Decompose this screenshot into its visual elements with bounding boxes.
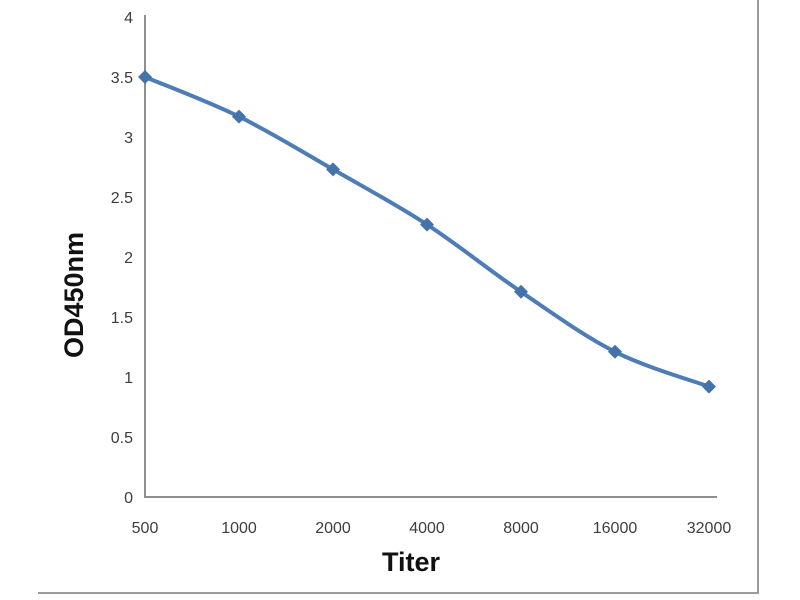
series-line [143, 75, 711, 389]
x-tick-label: 2000 [315, 520, 351, 537]
x-tick-label: 4000 [409, 520, 445, 537]
y-tick-label: 0 [124, 490, 133, 507]
x-tick-label: 32000 [687, 520, 732, 537]
y-axis-title: OD450nm [59, 232, 89, 358]
x-tick-label: 8000 [503, 520, 539, 537]
x-tick-label: 500 [132, 520, 159, 537]
data-point-marker [608, 344, 622, 359]
data-point-marker [138, 70, 152, 84]
x-tick-label: 16000 [593, 520, 638, 537]
x-axis-title: Titer [382, 547, 441, 577]
x-tick-label: 1000 [221, 520, 257, 537]
y-tick-label: 2 [124, 250, 133, 267]
series-markers [138, 70, 716, 394]
y-tick-label: 0.5 [111, 430, 133, 447]
y-tick-label: 1.5 [111, 310, 133, 327]
x-tick-labels: 500 1000 2000 4000 8000 16000 32000 [132, 520, 732, 537]
y-tick-label: 2.5 [111, 190, 133, 207]
y-tick-label: 3.5 [111, 70, 133, 87]
y-tick-label: 4 [124, 10, 133, 27]
y-tick-label: 3 [124, 130, 133, 147]
data-point-marker [326, 162, 340, 177]
image-border-right [757, 0, 759, 594]
data-point-marker [232, 109, 246, 124]
data-point-marker [514, 284, 528, 299]
y-tick-label: 1 [124, 370, 133, 387]
data-point-marker [420, 217, 434, 232]
y-tick-labels: 0 0.5 1 1.5 2 2.5 3 3.5 4 [111, 10, 133, 507]
data-point-marker [702, 379, 716, 394]
image-border-bottom [38, 592, 759, 594]
